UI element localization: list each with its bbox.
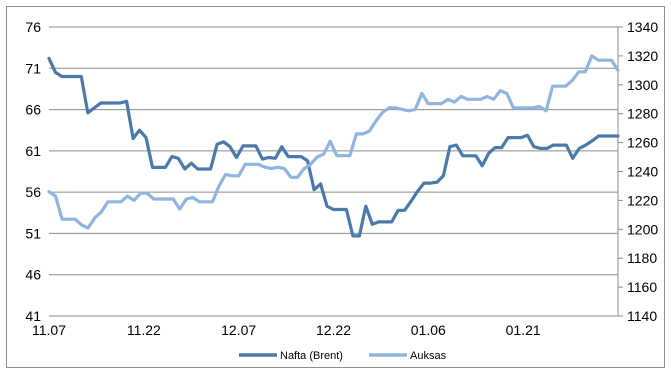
x-tick-label: 11.22 [127,322,161,338]
left-tick-label: 66 [25,102,41,118]
x-axis: 11.07 11.22 12.07 12.22 01.06 01.21 [32,322,541,338]
left-tick-label: 61 [25,143,41,159]
auksas-series-line [47,54,620,230]
right-tick-label: 1300 [627,77,658,93]
left-tick-label: 51 [25,225,41,241]
right-tick-label: 1240 [627,164,658,180]
legend-label-nafta: Nafta (Brent) [280,350,343,362]
left-tick-label: 76 [25,19,41,35]
legend-label-auksas: Auksas [410,350,447,362]
left-tick-label: 71 [25,60,41,76]
x-tick-label: 12.07 [221,322,256,338]
right-tick-label: 1220 [627,192,658,208]
nafta-series-line [47,56,620,238]
right-y-axis: 1140 1160 1180 1200 1220 1240 1260 1280 1300 1320… [617,19,658,324]
chart-frame: 41 46 51 56 61 66 71 76 1140 1160 1180 1200 1220 124… [6,6,665,368]
left-tick-label: 46 [25,267,41,283]
right-tick-label: 1160 [627,279,657,295]
right-tick-label: 1320 [627,48,658,64]
x-tick-label: 12.22 [316,322,351,338]
right-tick-label: 1260 [627,135,658,151]
line-chart: 41 46 51 56 61 66 71 76 1140 1160 1180 1200 1220 124… [25,19,658,362]
left-tick-label: 41 [25,308,41,324]
left-tick-label: 56 [25,184,41,200]
x-tick-label: 01.06 [411,322,446,338]
right-tick-label: 1200 [627,221,658,237]
series [47,54,620,238]
right-tick-label: 1340 [627,19,658,35]
right-tick-label: 1180 [627,250,657,266]
right-tick-label: 1140 [627,308,657,324]
legend: Nafta (Brent) Auksas [239,350,447,362]
x-tick-label: 11.07 [32,322,66,338]
right-tick-label: 1280 [627,106,658,122]
left-y-axis: 41 46 51 56 61 66 71 76 [25,19,41,324]
x-tick-label: 01.21 [506,322,541,338]
